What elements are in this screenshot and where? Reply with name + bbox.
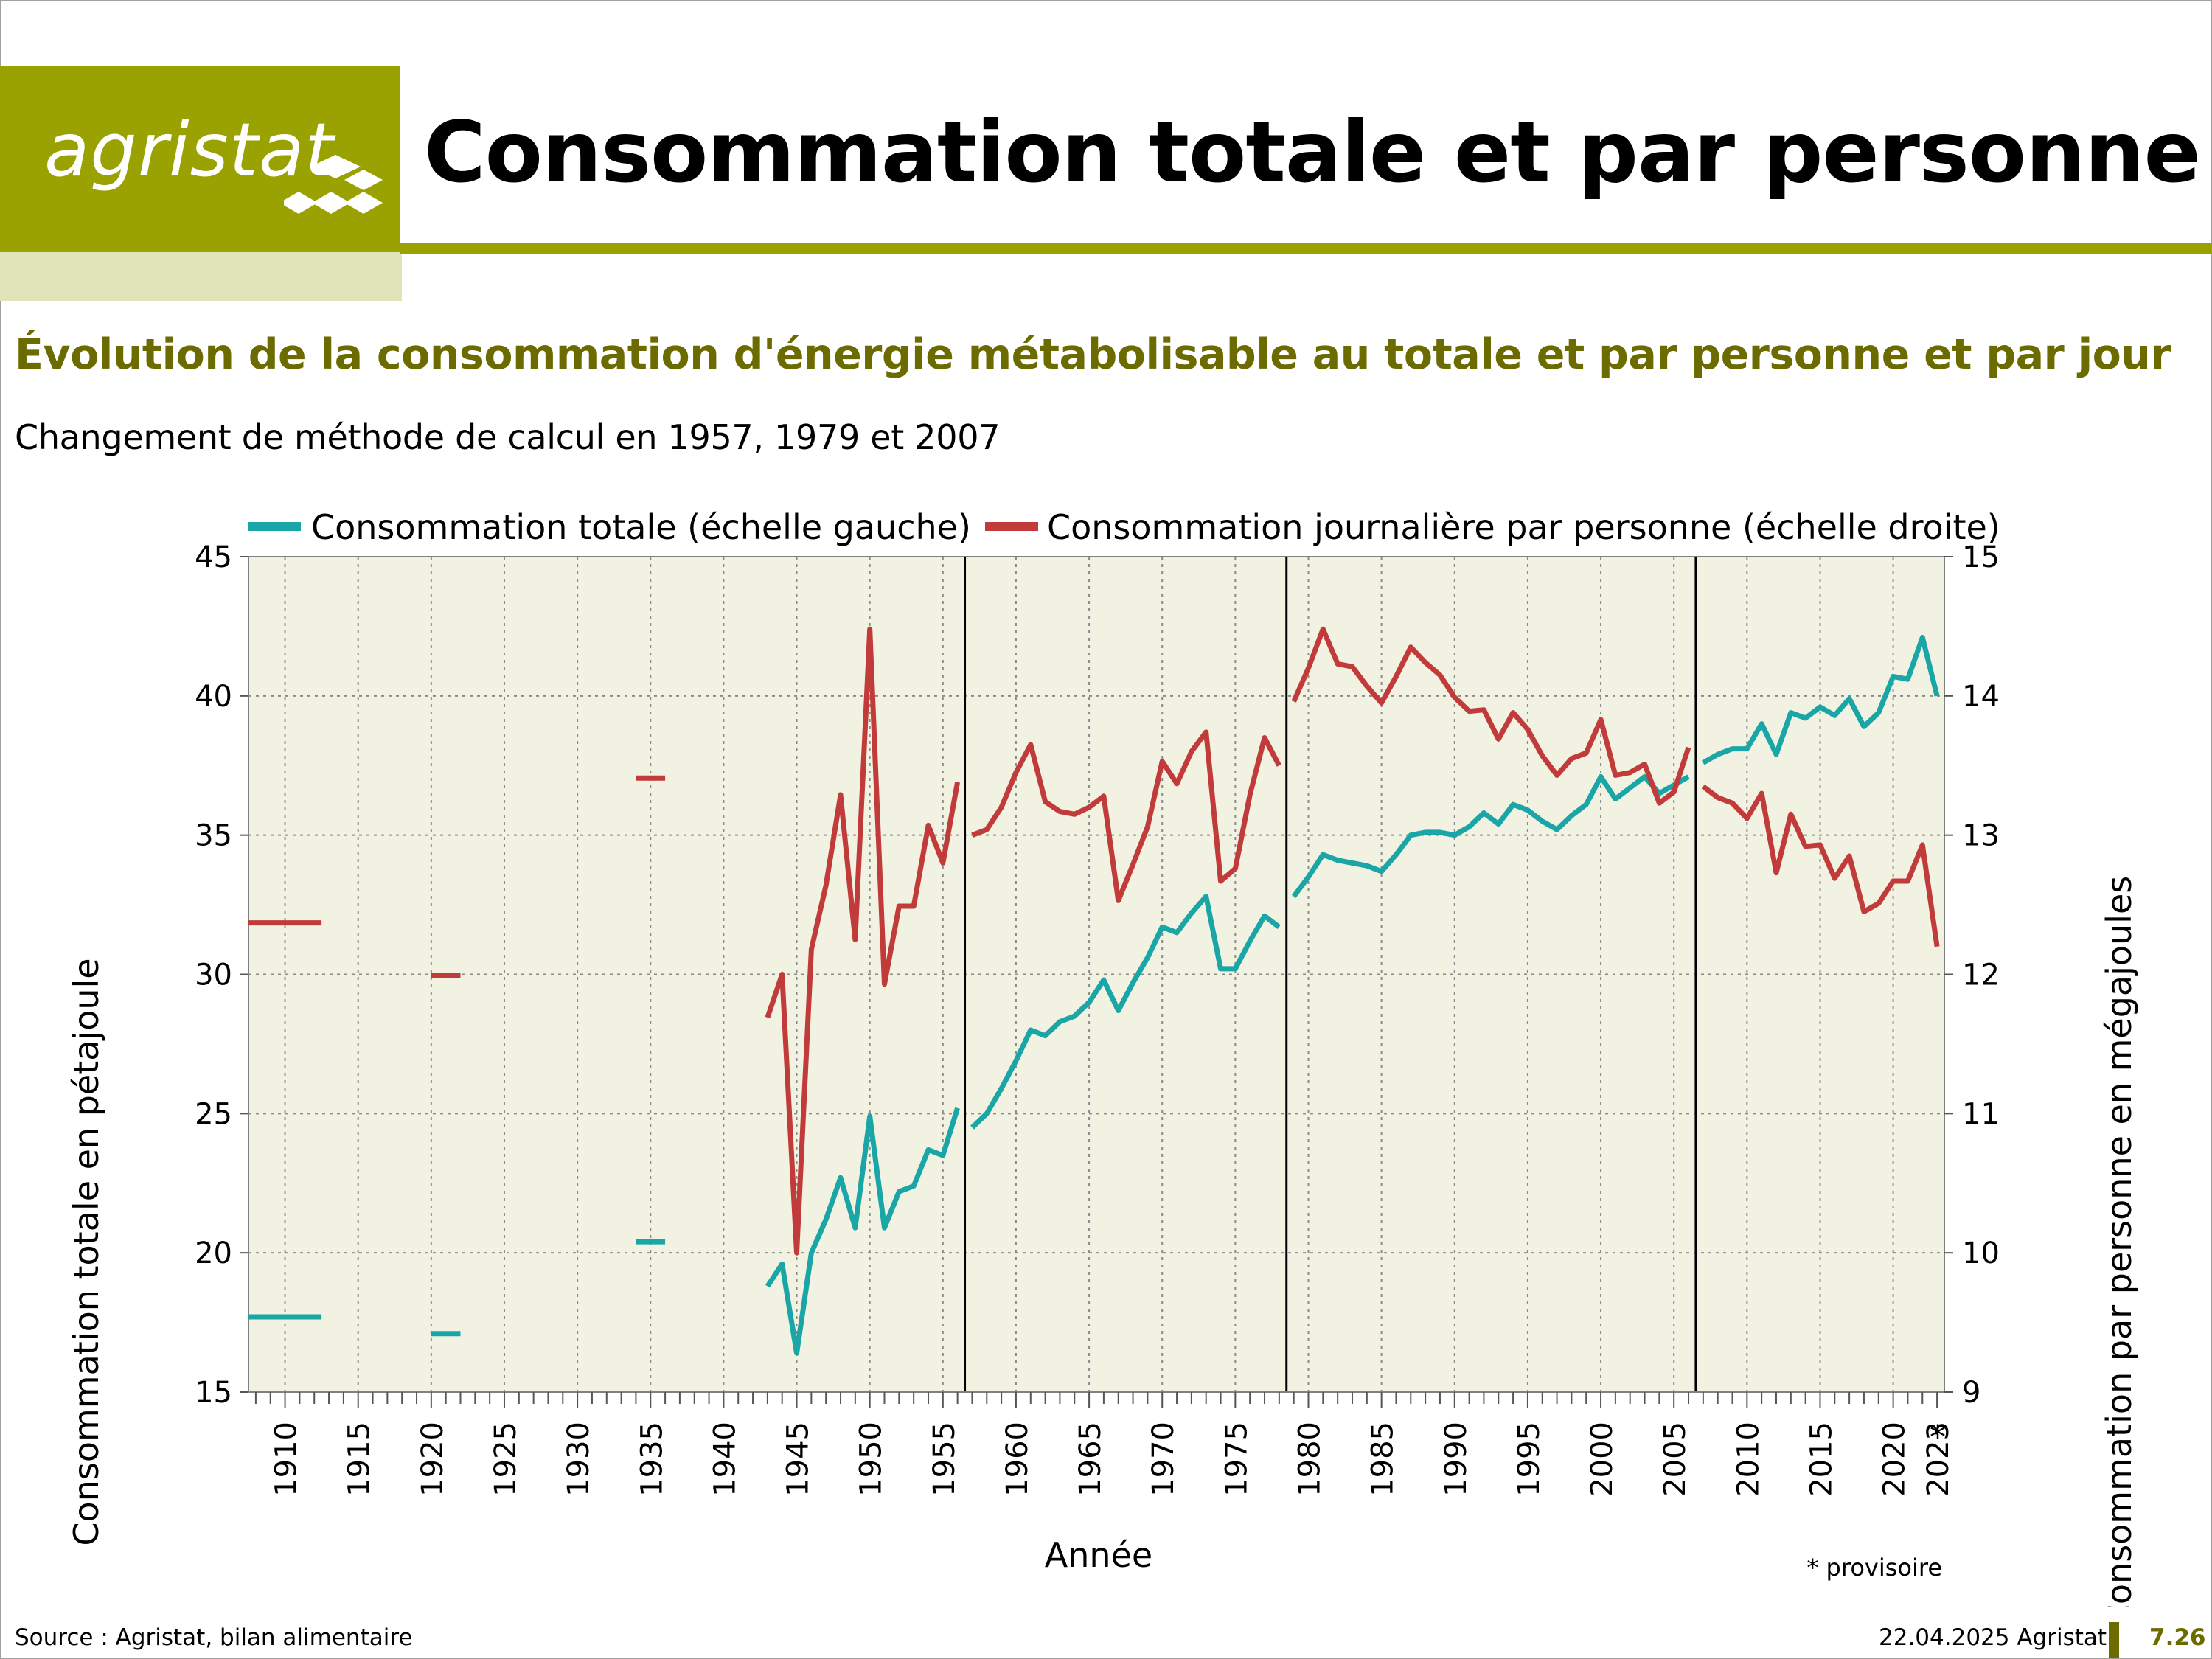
- x-tick-label: 2023: [1921, 1422, 1955, 1497]
- series-line-segment: [970, 894, 1281, 1130]
- x-tick-label: 1975: [1220, 1422, 1253, 1497]
- y-left-tick-label: 40: [195, 680, 232, 714]
- y-left-tick-label: 25: [195, 1097, 232, 1131]
- series-line-segment: [1701, 784, 1940, 947]
- series-per-person: [248, 626, 1940, 1256]
- x-tick-label: 1930: [562, 1422, 596, 1497]
- y-left-tick-label: 20: [195, 1237, 232, 1270]
- x-tick-label: 2020: [1878, 1422, 1912, 1497]
- method-note: Changement de méthode de calcul en 1957,…: [15, 417, 1001, 457]
- y-left-tick-label: 35: [195, 819, 232, 853]
- x-tick-label: 2010: [1731, 1422, 1765, 1497]
- logo-text: agristat: [44, 107, 335, 193]
- x-tick-label: 1965: [1074, 1422, 1107, 1497]
- x-tick-label: 2005: [1658, 1422, 1692, 1497]
- method-break-lines: [964, 557, 1697, 1392]
- chart-subtitle: Évolution de la consommation d'énergie m…: [15, 330, 2171, 379]
- x-tick-label: 1995: [1512, 1422, 1546, 1497]
- footer-source: Source : Agristat, bilan alimentaire: [15, 1624, 413, 1651]
- x-tick-label: 1980: [1293, 1422, 1327, 1497]
- header-rule: [400, 243, 2212, 254]
- series-line-segment: [765, 1107, 960, 1356]
- footer-divider: [2109, 1622, 2119, 1658]
- agristat-logo: agristat: [0, 66, 400, 252]
- footer-date: 22.04.2025 Agristat: [1879, 1624, 2107, 1651]
- logo-underlay: [0, 252, 402, 301]
- x-tick-label: 2015: [1804, 1422, 1838, 1497]
- x-tick-label: 1990: [1439, 1422, 1473, 1497]
- provisional-marker: *: [1930, 1419, 1946, 1456]
- series-lines: [248, 626, 1940, 1356]
- x-tick-label: 1910: [270, 1422, 304, 1497]
- consumption-chart: 1910 1915 1920 1925 1930 1935 1940 1945 1950 1955…: [66, 507, 2139, 1607]
- x-tick-label: 1920: [416, 1422, 450, 1497]
- y-right-tick-label: 15: [1962, 540, 2000, 574]
- series-line-segment: [1291, 773, 1690, 898]
- y-left-tick-label: 30: [195, 959, 232, 992]
- legend: Consommation totale (échelle gauche) Con…: [248, 507, 2000, 547]
- y-right-tick-label: 11: [1962, 1097, 2000, 1131]
- x-tick-label: 1950: [855, 1422, 888, 1497]
- legend-label-per-person: Consommation journalière par personne (é…: [1047, 507, 2000, 547]
- x-tick-label: 1985: [1366, 1422, 1400, 1497]
- plot-area: [248, 556, 1945, 1393]
- x-tick-label: 1925: [489, 1422, 523, 1497]
- x-tick-label: 1945: [782, 1422, 815, 1497]
- gridlines: [248, 557, 1944, 1392]
- series-line-segment: [1702, 635, 1940, 765]
- y-right-tick-label: 9: [1962, 1376, 1980, 1410]
- series-total: [248, 635, 1940, 1356]
- x-tick-label: 1935: [635, 1422, 669, 1497]
- x-axis-label: Année: [1045, 1535, 1152, 1575]
- provisional-note: * provisoire: [1806, 1554, 1942, 1582]
- series-line-segment: [971, 729, 1281, 903]
- y-right-tick-label: 12: [1962, 959, 2000, 992]
- y-left-tick-label: 15: [195, 1376, 232, 1410]
- y-right-tick-label: 13: [1962, 819, 2000, 853]
- series-line-segment: [765, 626, 961, 1256]
- y-right-tick-label: 10: [1962, 1237, 2000, 1270]
- y-left-tick-label: 45: [195, 540, 232, 574]
- page-title: Consommation totale et par personne: [424, 103, 2201, 201]
- page-number: 7.26: [2149, 1624, 2206, 1651]
- x-tick-label: 1960: [1001, 1422, 1034, 1497]
- series-line-segment: [1291, 626, 1691, 806]
- left-axis-label: Consommation totale en pétajoule: [66, 958, 106, 1545]
- x-tick-label: 1955: [928, 1422, 961, 1497]
- x-tick-label: 2000: [1585, 1422, 1619, 1497]
- right-axis-label: Consommation par personne en mégajoules: [2099, 876, 2139, 1607]
- x-tick-label: 1915: [343, 1422, 377, 1497]
- y-right-tick-label: 14: [1962, 680, 2000, 714]
- x-tick-label: 1970: [1147, 1422, 1180, 1497]
- axes: 1910 1915 1920 1925 1930 1935 1940 1945 1950 1955…: [195, 540, 2000, 1497]
- legend-label-total: Consommation totale (échelle gauche): [311, 507, 971, 547]
- logo-diamonds-icon: [284, 155, 383, 214]
- x-tick-label: 1940: [708, 1422, 742, 1497]
